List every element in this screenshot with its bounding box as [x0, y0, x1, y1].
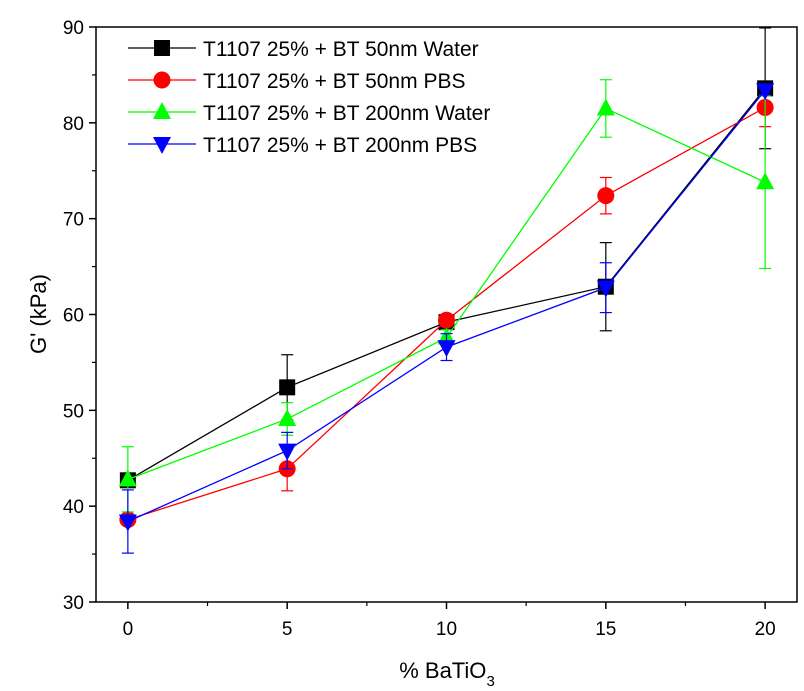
data-point: [596, 98, 615, 116]
legend-marker: [153, 137, 171, 154]
legend-marker: [153, 102, 171, 119]
data-point: [279, 379, 296, 396]
y-tick-label: 80: [63, 114, 84, 135]
data-point: [756, 83, 775, 101]
y-tick-label: 50: [63, 401, 84, 422]
series-1: [119, 27, 774, 489]
data-point: [437, 340, 456, 358]
x-tick-label: 0: [123, 619, 134, 640]
x-tick-label: 20: [755, 619, 776, 640]
data-point: [118, 514, 137, 532]
data-point: [756, 172, 775, 190]
x-axis-title: % BaTiO3: [399, 658, 495, 690]
y-tick-label: 30: [63, 593, 84, 614]
y-tick-label: 40: [63, 497, 84, 518]
series-line: [127, 107, 766, 480]
data-point: [118, 469, 137, 487]
y-axis-title: G' (kPa): [26, 274, 51, 354]
x-tick-label: 10: [436, 619, 457, 640]
legend-item: T1107 25% + BT 50nm Water: [128, 38, 479, 61]
data-point: [596, 280, 615, 298]
legend-item: T1107 25% + BT 200nm PBS: [128, 134, 477, 157]
x-tick-label: 5: [282, 619, 293, 640]
data-point: [438, 311, 455, 329]
data-point: [278, 408, 297, 426]
legend-marker: [154, 40, 170, 56]
data-point: [278, 443, 297, 461]
series-4: [118, 83, 775, 554]
legend-label: T1107 25% + BT 200nm PBS: [203, 134, 477, 157]
x-tick-label: 15: [595, 619, 616, 640]
legend-label: T1107 25% + BT 50nm PBS: [203, 70, 465, 93]
legend-item: T1107 25% + BT 200nm Water: [128, 102, 490, 125]
legend-label: T1107 25% + BT 50nm Water: [203, 38, 479, 61]
y-tick-label: 90: [63, 18, 84, 39]
legend-item: T1107 25% + BT 50nm PBS: [128, 70, 465, 93]
legend-label: T1107 25% + BT 200nm Water: [203, 102, 490, 125]
legend-marker: [153, 71, 171, 89]
data-point: [597, 187, 615, 205]
y-tick-label: 60: [63, 306, 84, 327]
y-tick-label: 70: [63, 210, 84, 231]
legend: T1107 25% + BT 50nm Water T1107 25% + BT …: [128, 38, 490, 157]
